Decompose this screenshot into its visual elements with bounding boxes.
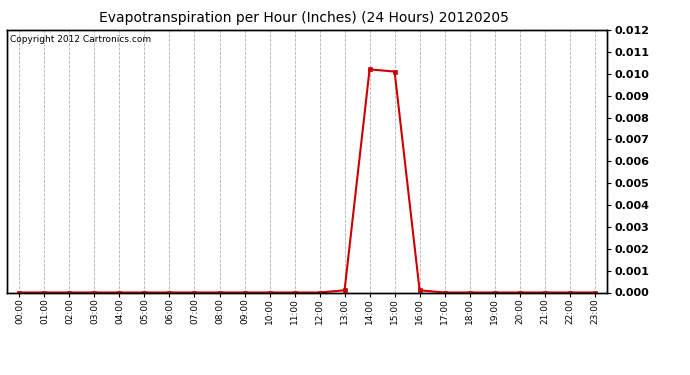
Text: Evapotranspiration per Hour (Inches) (24 Hours) 20120205: Evapotranspiration per Hour (Inches) (24… (99, 11, 509, 25)
Text: Copyright 2012 Cartronics.com: Copyright 2012 Cartronics.com (10, 35, 151, 44)
